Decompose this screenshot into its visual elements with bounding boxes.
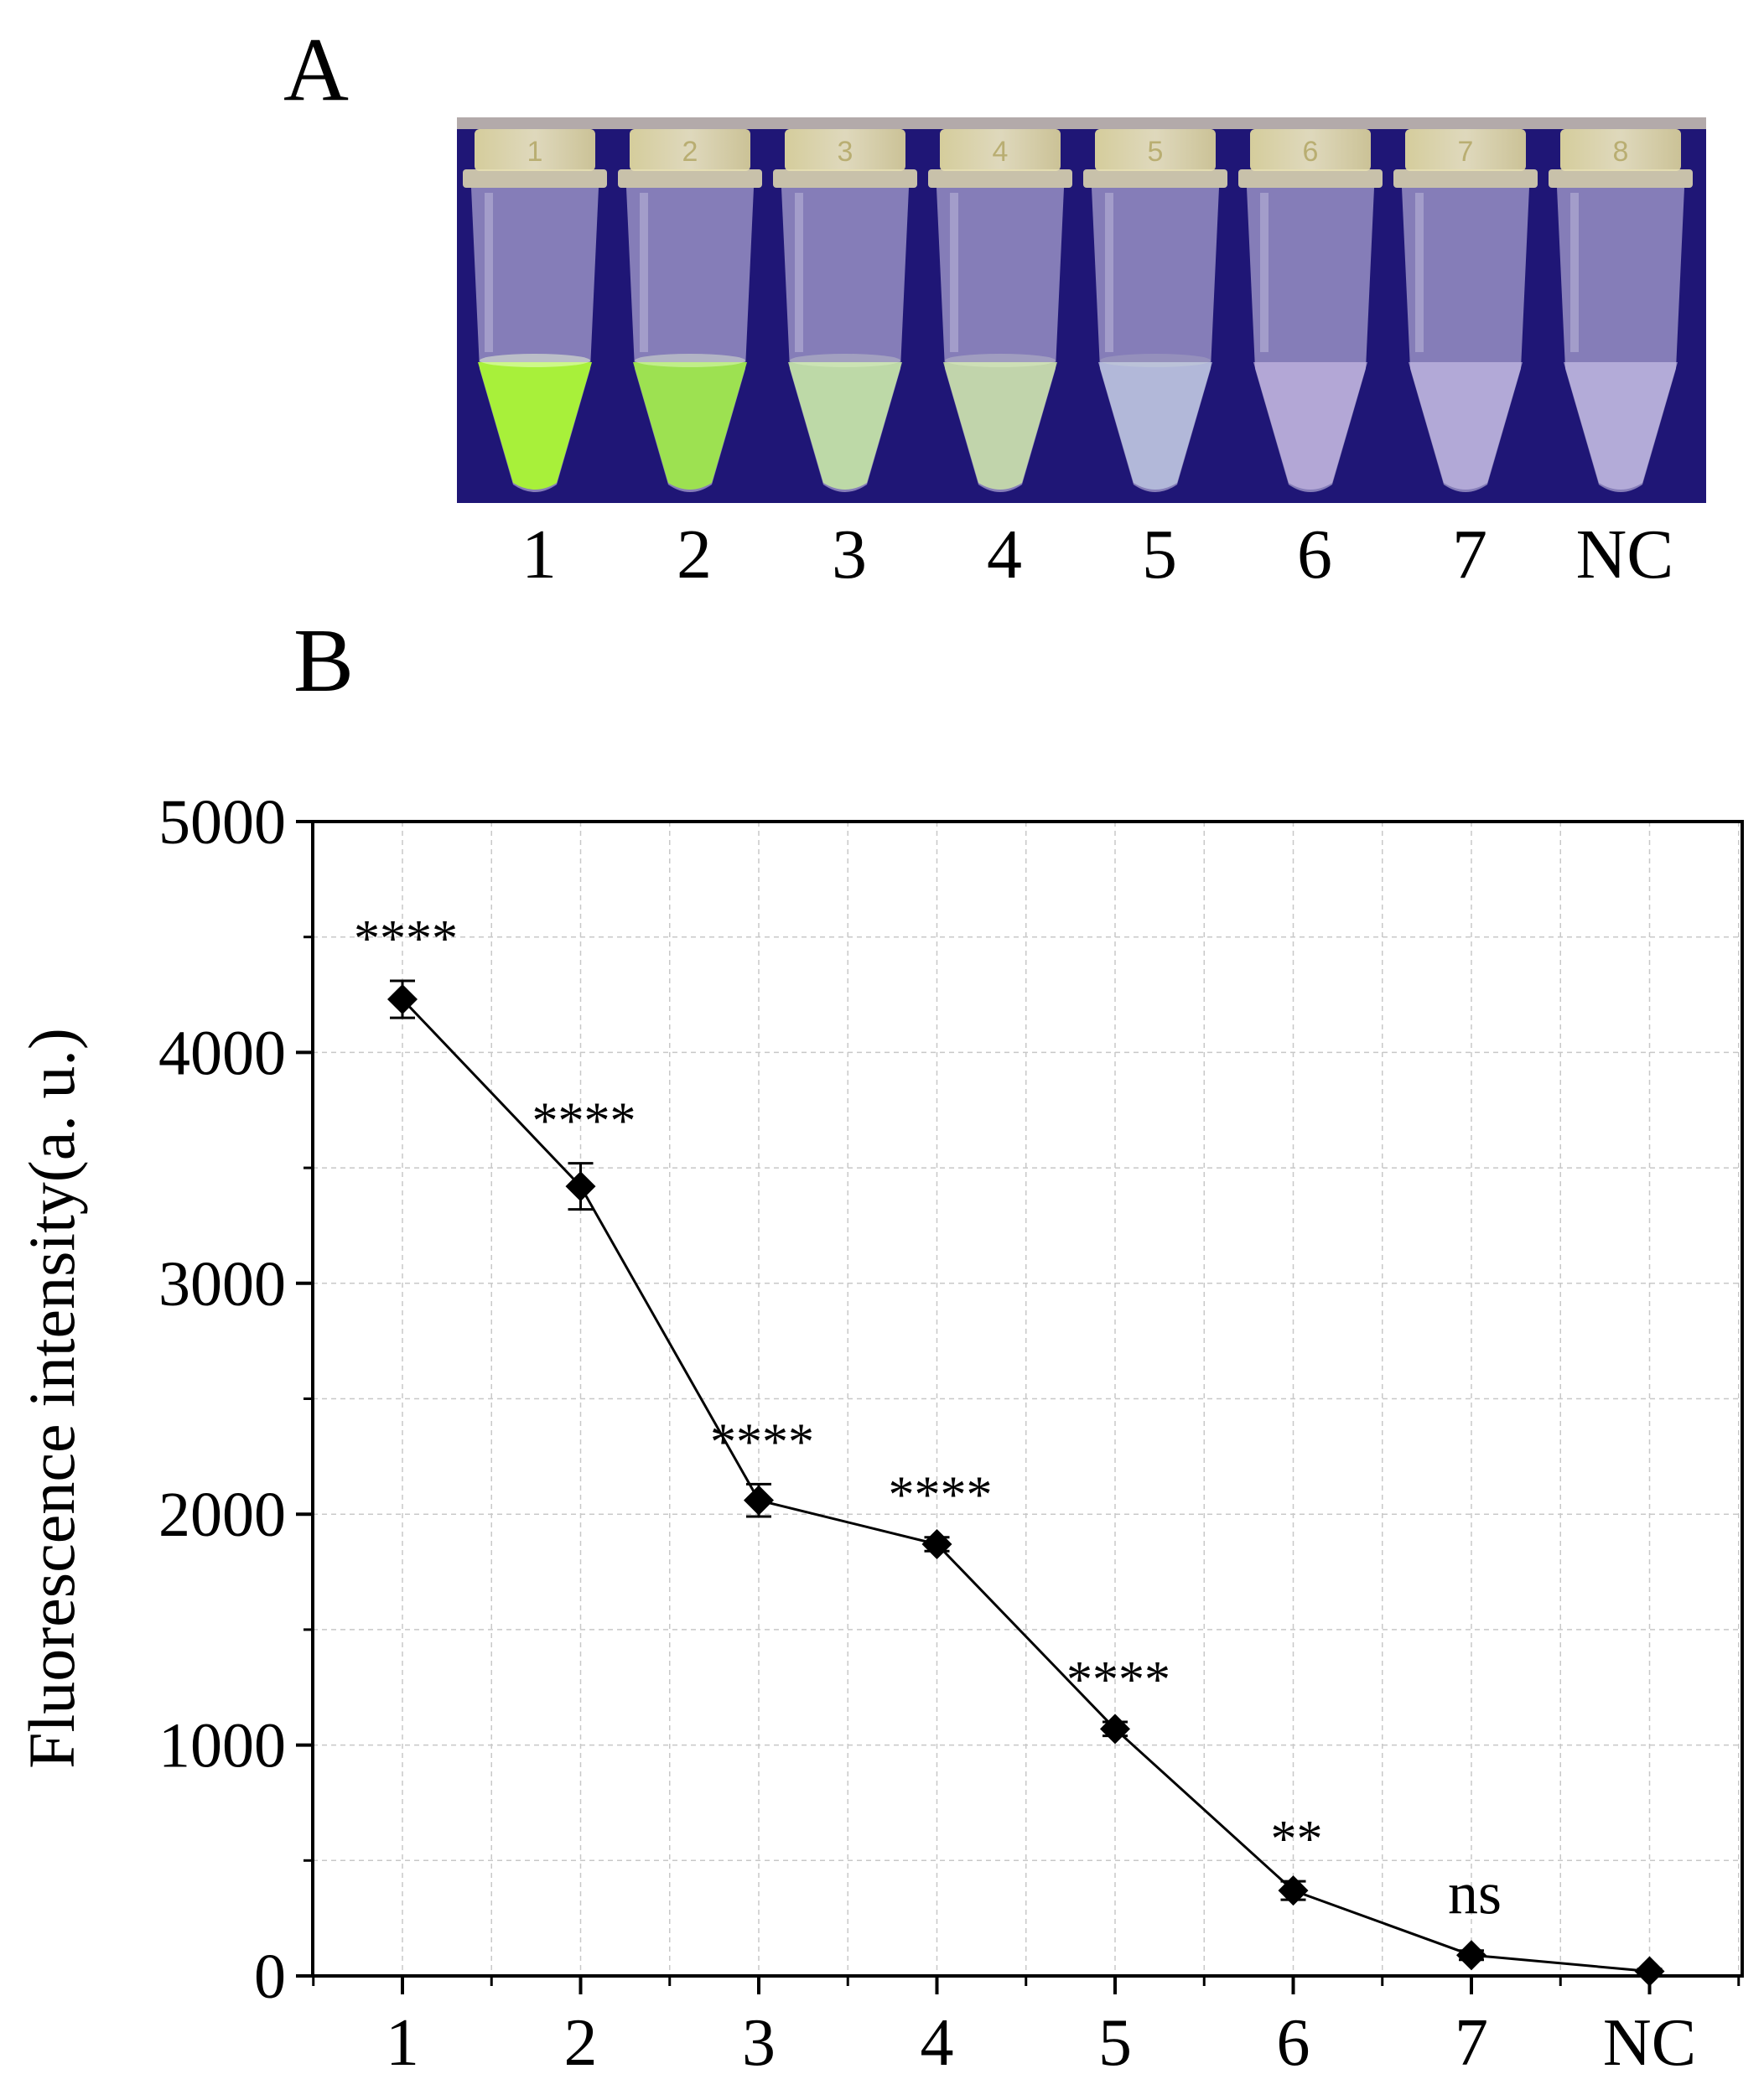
tube-number: 6 xyxy=(1303,136,1319,168)
tube-label: 1 xyxy=(521,516,557,594)
data-point xyxy=(387,984,418,1015)
y-tick-label: 3000 xyxy=(158,1249,286,1320)
data-point xyxy=(1634,1956,1665,1987)
tube-number: 5 xyxy=(1148,136,1164,168)
series-polyline xyxy=(401,998,1650,1973)
tube-number: 1 xyxy=(527,136,543,168)
data-point xyxy=(921,1529,952,1560)
data-point xyxy=(565,1171,596,1202)
significance-label: **** xyxy=(532,1093,636,1150)
significance-label: ** xyxy=(1271,1811,1323,1868)
significance-label: **** xyxy=(889,1467,993,1524)
data-point xyxy=(1278,1875,1309,1906)
x-tick-label: 2 xyxy=(564,2006,598,2080)
data-point xyxy=(744,1485,774,1516)
y-tick-label: 2000 xyxy=(158,1480,286,1550)
x-tick-label: NC xyxy=(1603,2006,1696,2080)
tube-number: 2 xyxy=(682,136,698,168)
y-tick-label: 1000 xyxy=(158,1711,286,1781)
y-tick-label: 4000 xyxy=(158,1018,286,1088)
data-point xyxy=(1100,1714,1130,1745)
significance-label: **** xyxy=(354,910,458,967)
tube-number: 3 xyxy=(838,136,853,168)
data-markers xyxy=(387,984,1665,1987)
axis-ticks xyxy=(296,820,1741,1994)
tube-1: 1 xyxy=(463,129,607,492)
tube-2: 2 xyxy=(618,129,762,492)
panel-label-b: B xyxy=(293,611,355,711)
y-tick-label: 0 xyxy=(254,1942,286,2012)
y-axis-label: Fluorescence intensity(a. u.) xyxy=(15,1028,88,1769)
significance-label: **** xyxy=(710,1413,814,1470)
tube-number: 4 xyxy=(993,136,1009,168)
tube-strip-bar xyxy=(457,117,1706,129)
tube-label: 3 xyxy=(832,516,867,594)
tube-5: 5 xyxy=(1083,129,1227,492)
tube-label: 4 xyxy=(987,516,1022,594)
y-tick-label: 5000 xyxy=(158,787,286,858)
tube-number: 8 xyxy=(1613,136,1629,168)
data-point xyxy=(1456,1940,1486,1971)
tube-4: 4 xyxy=(928,129,1072,492)
panel-label-a: A xyxy=(283,20,349,120)
x-tick-label: 6 xyxy=(1277,2006,1310,2080)
x-tick-label: 1 xyxy=(386,2006,419,2080)
tube-number: 7 xyxy=(1458,136,1474,168)
x-tick-label: 5 xyxy=(1098,2006,1132,2080)
tube-label: 5 xyxy=(1142,516,1177,594)
tube-label: NC xyxy=(1575,516,1674,594)
tube-label-row: 1 2 3 4 5 6 7 NC xyxy=(457,520,1706,612)
significance-label: **** xyxy=(1066,1651,1170,1709)
grid-lines xyxy=(313,822,1742,1976)
x-tick-label: 7 xyxy=(1455,2006,1488,2080)
tube-photo: 1 2 3 4 5 6 7 8 xyxy=(457,117,1706,503)
tube-label: 6 xyxy=(1297,516,1332,594)
series-line xyxy=(401,998,1650,1973)
tube-label: 2 xyxy=(677,516,712,594)
significance-label: ns xyxy=(1448,1860,1502,1927)
x-tick-label: 4 xyxy=(921,2006,954,2080)
tube-7: 7 xyxy=(1393,129,1538,492)
tube-6: 6 xyxy=(1238,129,1383,492)
x-tick-label: 3 xyxy=(742,2006,776,2080)
tube-3: 3 xyxy=(773,129,917,492)
tube-8: 8 xyxy=(1549,129,1693,492)
tube-label: 7 xyxy=(1452,516,1487,594)
